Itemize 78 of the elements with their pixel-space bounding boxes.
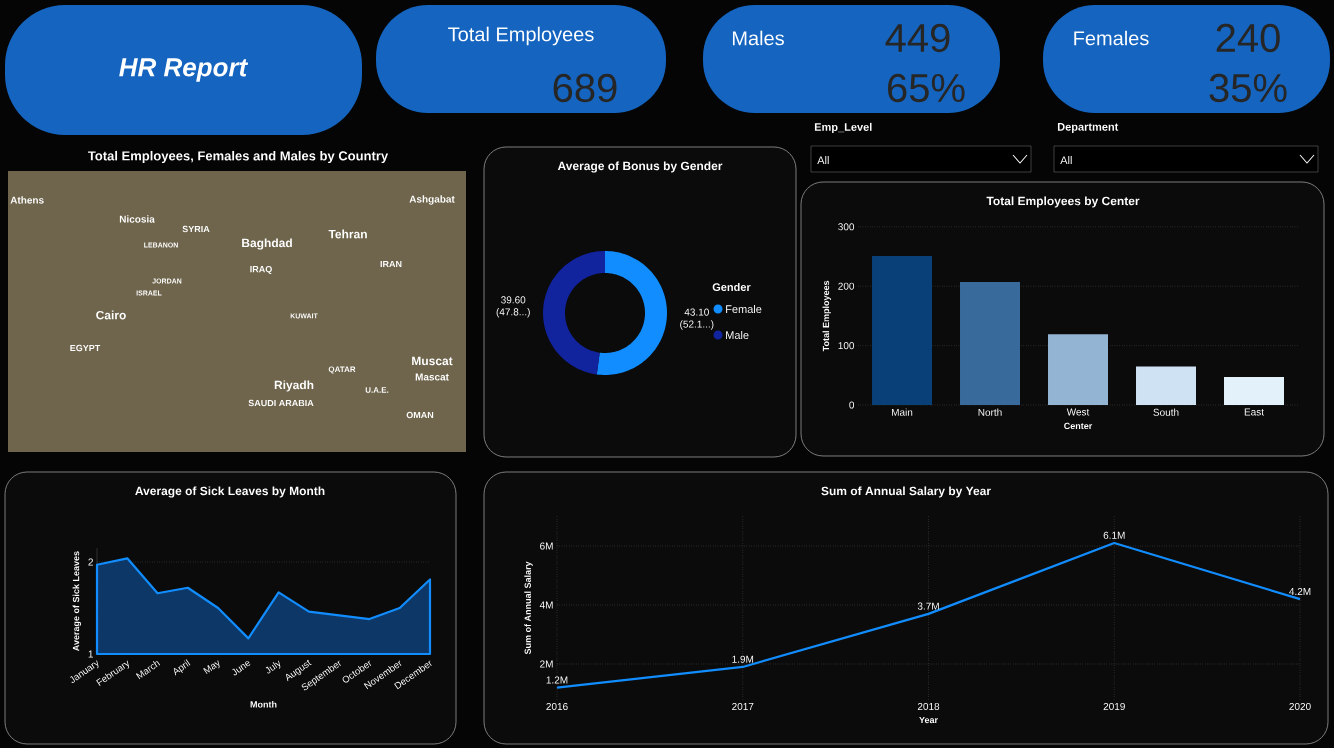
text: IRAN	[380, 260, 402, 268]
text: Tehran	[328, 229, 367, 239]
bar	[872, 255, 933, 405]
y-axis-title: Sum of Annual Salary	[524, 561, 533, 655]
x-tick-label: North	[978, 408, 1002, 416]
text: 65%	[888, 73, 965, 103]
text: U.A.E.	[365, 387, 389, 393]
text: HR Report	[119, 58, 249, 82]
y-axis-title: Total Employees	[822, 280, 831, 352]
text: Athens	[10, 196, 44, 204]
text: Riyadh	[274, 380, 314, 392]
y-tick-label: 2M	[540, 660, 553, 668]
chart-title: Sum of Annual Salary by Year	[821, 486, 991, 498]
data-label: 39.60 (47.8...)	[496, 296, 530, 318]
text: All	[1060, 156, 1072, 164]
x-tick-label: 2017	[732, 702, 754, 711]
text: Baghdad	[242, 238, 292, 250]
y-tick-label: 1	[88, 650, 93, 658]
data-label: 3.7M	[917, 602, 939, 610]
text: 240	[1216, 23, 1280, 53]
x-tick-label: East	[1244, 408, 1264, 416]
legend-title: Gender	[712, 282, 751, 292]
x-tick-label: West	[1066, 408, 1090, 416]
bar	[1048, 334, 1109, 405]
x-tick-label: 2019	[1103, 702, 1125, 711]
text: Total Employees	[448, 26, 594, 46]
text: SAUDI ARABIA	[248, 399, 314, 407]
text: 449	[885, 23, 950, 53]
text: Ashgabat	[409, 195, 455, 205]
chart-title: Total Employees by Center	[986, 196, 1140, 208]
x-axis-title: Month	[250, 701, 277, 708]
y-tick-label: 200	[838, 282, 855, 290]
data-label: 43.10 (52.1...)	[680, 308, 714, 330]
text: QATAR	[328, 366, 356, 374]
bar	[960, 282, 1021, 405]
text: SYRIA	[182, 225, 210, 233]
x-tick-label: 2018	[917, 702, 940, 711]
bar	[1136, 366, 1197, 405]
x-tick-label: May	[203, 660, 220, 675]
text: Nicosia	[119, 215, 155, 223]
y-tick-label: 6M	[540, 542, 553, 550]
y-tick-label: 100	[838, 342, 855, 350]
x-axis-title: Year	[919, 716, 938, 724]
data-label: 1.2M	[546, 676, 568, 684]
text: Mascat	[415, 373, 449, 381]
text: OMAN	[406, 411, 434, 419]
data-label: 1.9M	[732, 655, 754, 663]
text: Males	[732, 30, 784, 46]
x-axis-title: Center	[1064, 422, 1093, 430]
y-tick-label: 2	[88, 558, 93, 566]
legend-label: Male	[726, 330, 749, 340]
text: Muscat	[412, 356, 453, 366]
data-label: 4.2M	[1289, 587, 1311, 595]
x-tick-label: 2016	[546, 702, 568, 711]
bar	[1224, 377, 1285, 405]
text: Females	[1074, 30, 1149, 46]
x-tick-label: July	[265, 660, 281, 674]
data-label: 6.1M	[1103, 531, 1125, 539]
x-tick-label: Main	[891, 408, 913, 416]
x-tick-label: 2020	[1289, 702, 1311, 711]
text: EGYPT	[70, 344, 101, 352]
y-tick-label: 300	[838, 223, 855, 231]
y-tick-label: 4M	[539, 601, 553, 609]
text: All	[817, 156, 829, 164]
text: IRAQ	[250, 265, 272, 275]
text: Department	[1057, 123, 1119, 133]
text: Cairo	[96, 310, 126, 320]
x-tick-label: South	[1153, 408, 1179, 416]
legend-label: Female	[726, 304, 762, 314]
text: 35%	[1209, 73, 1287, 103]
chart-title: Average of Bonus by Gender	[557, 161, 723, 173]
x-tick-label: June	[232, 661, 251, 676]
y-tick-label: 0	[849, 401, 855, 409]
chart-title: Average of Sick Leaves by Month	[135, 486, 325, 498]
text: Total Employees, Females and Males by Country	[88, 150, 389, 164]
text: Emp_Level	[814, 122, 872, 134]
text: 689	[553, 73, 617, 103]
y-axis-title: Average of Sick Leaves	[72, 551, 82, 651]
